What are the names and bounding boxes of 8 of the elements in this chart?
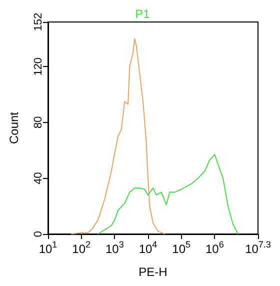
y-tick-label: 120 (32, 57, 44, 76)
y-axis-title: Count (7, 111, 21, 144)
y-tick-label: 80 (32, 116, 44, 129)
x-axis-title: PE-H (138, 265, 168, 279)
y-tick-label: 0 (32, 230, 44, 238)
y-tick-label: 40 (32, 172, 44, 184)
text: P1 (135, 7, 150, 21)
y-tick-label: 152 (32, 12, 44, 32)
